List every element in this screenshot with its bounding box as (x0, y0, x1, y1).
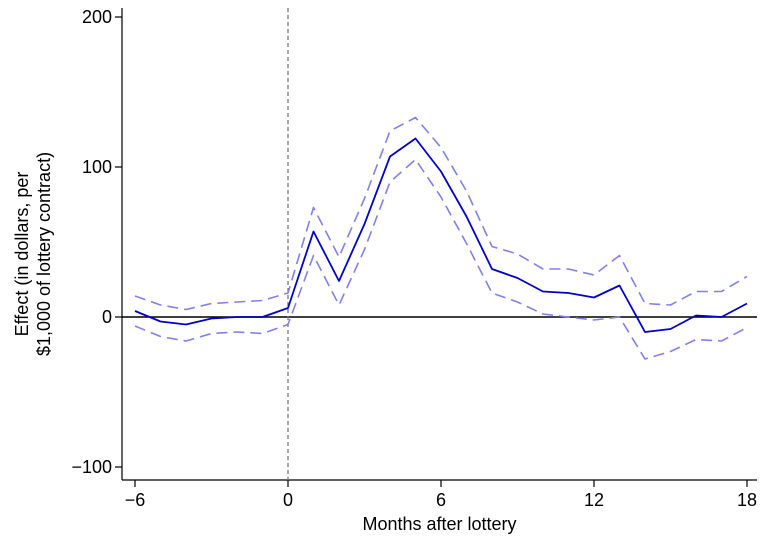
reference-lines (122, 8, 757, 480)
y-axis-label-line: Effect (in dollars, per (12, 172, 32, 337)
y-axis-label: Effect (in dollars, per $1,000 of lottery… (12, 152, 54, 356)
series-estimate-line (134, 137, 748, 333)
y-tick-label: 200 (82, 7, 112, 27)
series-upper-ci-line (134, 116, 748, 311)
y-tick-label: −100 (71, 457, 112, 477)
x-tick-label: 18 (737, 490, 757, 510)
axis-labels: Months after lottery Effect (in dollars, … (12, 152, 517, 534)
y-axis-label-line: $1,000 of lottery contract) (34, 152, 54, 356)
y-tick-label: 100 (82, 157, 112, 177)
axes: −100 0 100 200 −6 0 6 12 18 (71, 7, 757, 510)
series-lower-ci-line (134, 158, 748, 360)
series-layer (134, 116, 748, 360)
x-tick-label: −6 (125, 490, 146, 510)
y-tick-label: 0 (102, 307, 112, 327)
x-tick-label: 12 (584, 490, 604, 510)
x-tick-label: 6 (436, 490, 446, 510)
x-tick-label: 0 (283, 490, 293, 510)
x-axis-label: Months after lottery (362, 514, 516, 534)
